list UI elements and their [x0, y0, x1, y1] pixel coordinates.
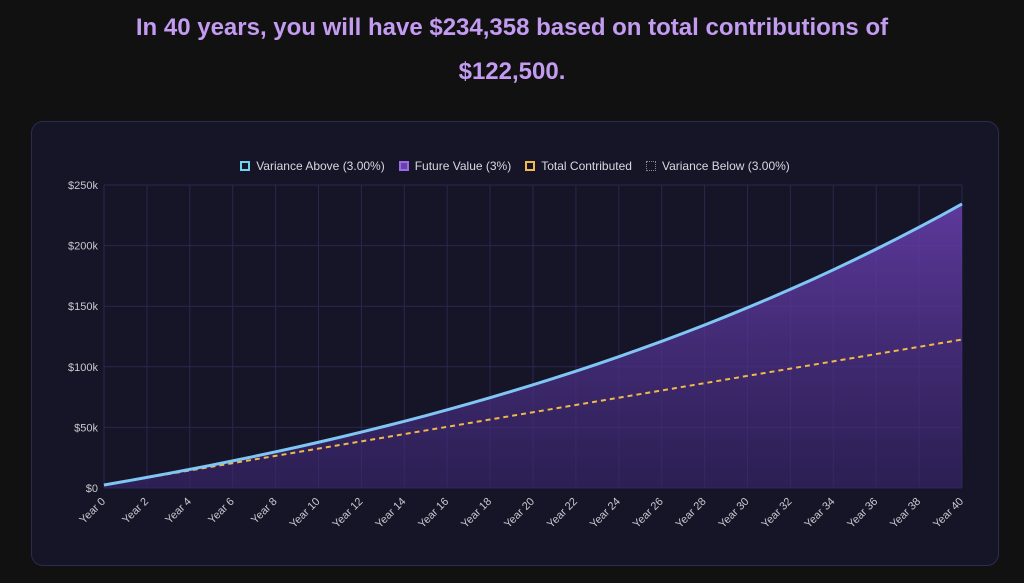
x-tick-label: Year 26: [631, 496, 666, 531]
legend-swatch-icon: [645, 161, 656, 171]
legend-label: Total Contributed: [541, 159, 632, 173]
y-tick-label: $100k: [68, 362, 98, 374]
x-tick-label: Year 24: [588, 496, 623, 531]
chart-legend: Variance Above (3.00%) Future Value (3%)…: [32, 159, 998, 173]
x-tick-label: Year 14: [373, 496, 408, 531]
x-tick-label: Year 2: [120, 496, 151, 527]
legend-label: Variance Below (3.00%): [661, 159, 790, 173]
x-tick-label: Year 38: [888, 496, 923, 531]
future-value-chart: $0 $50k $100k $150k $200k $250k Year 0 Year 2 Ye…: [68, 180, 966, 531]
x-tick-label: Year 12: [330, 496, 365, 531]
x-tick-label: Year 10: [288, 496, 323, 531]
legend-item-total-contributed[interactable]: Total Contributed: [525, 159, 632, 173]
x-tick-label: Year 8: [249, 496, 280, 527]
x-tick-label: Year 18: [459, 496, 494, 531]
total-contributed-line: [103, 338, 963, 486]
x-tick-label: Year 28: [674, 496, 709, 531]
y-tick-label: $200k: [68, 241, 98, 253]
y-tick-label: $50k: [74, 422, 98, 434]
y-tick-label: $150k: [68, 301, 98, 313]
x-tick-label: Year 20: [502, 496, 537, 531]
x-tick-label: Year 16: [416, 496, 451, 531]
x-tick-label: Year 22: [545, 496, 580, 531]
legend-item-variance-below[interactable]: Variance Below (3.00%): [645, 159, 790, 173]
x-tick-label: Year 40: [931, 496, 966, 531]
legend-label: Future Value (3%): [414, 159, 512, 173]
future-value-line: [103, 202, 963, 487]
y-tick-label: $250k: [68, 180, 98, 192]
legend-label: Variance Above (3.00%): [256, 159, 385, 173]
summary-headline: In 40 years, you will have $234,358 base…: [0, 6, 1024, 94]
x-tick-label: Year 30: [717, 496, 752, 531]
x-tick-label: Year 32: [759, 496, 794, 531]
headline-line-2: $122,500.: [458, 58, 566, 85]
future-value-area: [104, 203, 962, 488]
legend-swatch-icon: [240, 161, 251, 171]
y-tick-label: $0: [86, 483, 98, 495]
legend-item-variance-above[interactable]: Variance Above (3.00%): [240, 159, 385, 173]
legend-swatch-icon: [398, 161, 409, 171]
chart-card: Variance Above (3.00%) Future Value (3%)…: [31, 121, 999, 566]
headline-line-1: In 40 years, you will have $234,358 base…: [135, 14, 889, 41]
x-tick-label: Year 0: [77, 496, 108, 527]
legend-item-future-value[interactable]: Future Value (3%): [398, 159, 512, 173]
legend-swatch-icon: [525, 161, 536, 171]
x-tick-label: Year 34: [802, 496, 837, 531]
x-tick-label: Year 36: [845, 496, 880, 531]
x-tick-label: Year 6: [206, 496, 237, 527]
x-tick-label: Year 4: [163, 496, 194, 527]
